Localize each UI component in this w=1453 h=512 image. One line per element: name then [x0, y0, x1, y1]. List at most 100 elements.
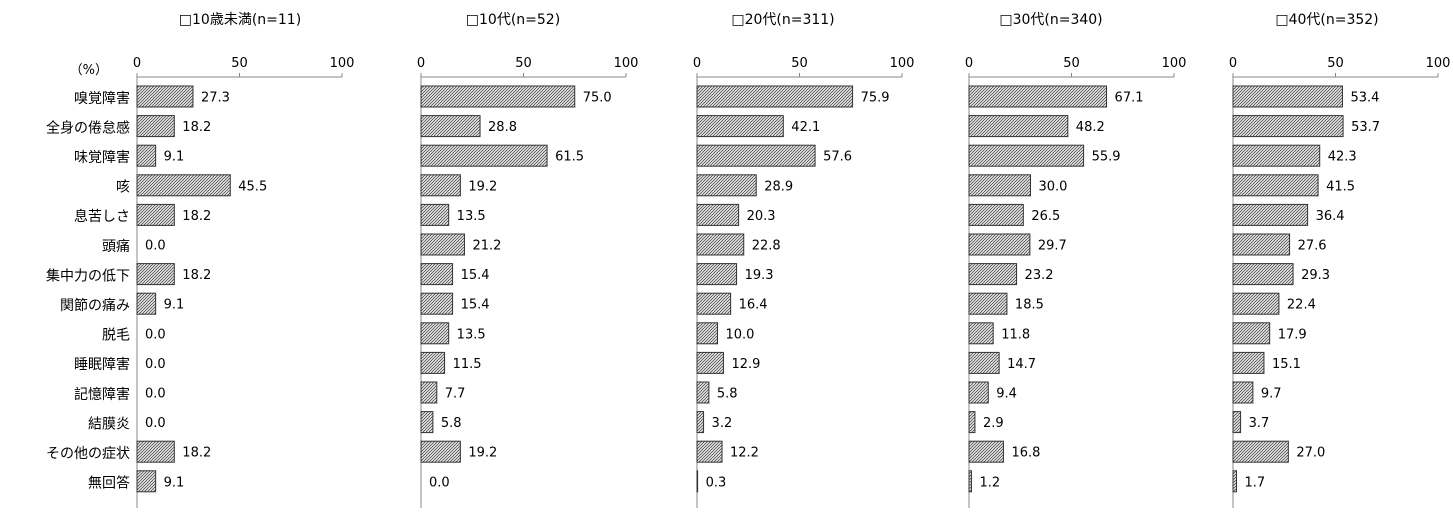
bar — [696, 381, 710, 404]
data-label: 41.5 — [1326, 179, 1355, 194]
bar — [1232, 203, 1309, 226]
data-label: 0.0 — [145, 239, 166, 254]
bar — [696, 351, 724, 374]
data-label: 42.1 — [791, 120, 820, 135]
x-tick-label: 0 — [417, 56, 425, 71]
data-label: 42.3 — [1328, 150, 1357, 165]
data-label: 3.7 — [1249, 416, 1270, 431]
bar — [420, 292, 454, 315]
bar — [1232, 322, 1271, 345]
category-label: 記憶障害 — [74, 386, 130, 403]
panel-title: □20代(n=311) — [731, 12, 834, 28]
data-label: 48.2 — [1076, 120, 1105, 135]
x-tick-label: 50 — [1063, 56, 1080, 71]
bar — [420, 203, 450, 226]
bar — [1232, 470, 1237, 493]
data-label: 15.4 — [461, 298, 490, 313]
bar — [420, 144, 548, 167]
data-label: 7.7 — [445, 387, 466, 402]
data-label: 0.0 — [145, 416, 166, 431]
bar — [1232, 263, 1294, 286]
category-label: 無回答 — [88, 475, 130, 492]
x-tick-label: 0 — [693, 56, 701, 71]
bar — [696, 115, 784, 138]
bar — [696, 440, 723, 463]
bar — [968, 351, 1000, 374]
category-label: 息苦しさ — [74, 208, 130, 225]
data-label: 11.8 — [1001, 327, 1030, 342]
category-label: 全身の倦怠感 — [46, 119, 130, 136]
data-label: 53.4 — [1350, 91, 1379, 106]
data-label: 22.8 — [752, 239, 781, 254]
data-label: 9.1 — [164, 475, 185, 490]
data-label: 36.4 — [1316, 209, 1345, 224]
data-label: 12.9 — [731, 357, 760, 372]
data-label: 19.3 — [745, 268, 774, 283]
data-label: 0.0 — [145, 327, 166, 342]
data-label: 18.2 — [182, 120, 211, 135]
bar — [968, 115, 1069, 138]
panel-title: □10代(n=52) — [466, 12, 560, 28]
data-label: 13.5 — [457, 327, 486, 342]
data-label: 61.5 — [555, 150, 584, 165]
bar — [1232, 174, 1319, 197]
data-label: 5.8 — [717, 387, 738, 402]
data-label: 16.8 — [1011, 446, 1040, 461]
x-tick-label: 50 — [231, 56, 248, 71]
category-label: 頭痛 — [102, 238, 130, 255]
bar — [696, 263, 738, 286]
bar — [968, 263, 1018, 286]
data-label: 28.9 — [764, 179, 793, 194]
bar — [136, 203, 175, 226]
bar — [420, 263, 454, 286]
bar — [136, 174, 231, 197]
data-label: 9.1 — [164, 298, 185, 313]
bar — [420, 233, 465, 256]
bar — [136, 115, 175, 138]
bar — [968, 144, 1085, 167]
data-label: 14.7 — [1007, 357, 1036, 372]
data-label: 67.1 — [1115, 91, 1144, 106]
category-label: 味覚障害 — [74, 150, 130, 166]
category-label: 関節の痛み — [60, 297, 130, 314]
data-label: 16.4 — [739, 298, 768, 313]
data-label: 29.7 — [1038, 239, 1067, 254]
bar — [136, 144, 157, 167]
data-label: 5.8 — [441, 416, 462, 431]
bar — [420, 440, 461, 463]
data-label: 10.0 — [726, 327, 755, 342]
bar — [420, 115, 481, 138]
bar — [968, 85, 1108, 108]
bar — [968, 440, 1004, 463]
panel-title: □30代(n=340) — [999, 12, 1102, 28]
data-label: 30.0 — [1039, 179, 1068, 194]
bar — [968, 411, 976, 434]
data-label: 20.3 — [747, 209, 776, 224]
bar — [1232, 351, 1265, 374]
bar — [696, 322, 718, 345]
category-label: その他の症状 — [46, 446, 130, 462]
data-label: 1.7 — [1244, 475, 1265, 490]
data-label: 2.9 — [983, 416, 1004, 431]
bar — [420, 351, 446, 374]
bar — [136, 263, 175, 286]
data-label: 57.6 — [823, 150, 852, 165]
bar — [696, 292, 732, 315]
data-label: 18.2 — [182, 268, 211, 283]
category-label: 睡眠障害 — [74, 357, 130, 373]
data-label: 13.5 — [457, 209, 486, 224]
bar — [420, 381, 438, 404]
bar — [420, 174, 461, 197]
x-tick-label: 50 — [515, 56, 532, 71]
bar — [696, 85, 854, 108]
bar — [1232, 440, 1289, 463]
data-label: 18.2 — [182, 209, 211, 224]
bar — [696, 203, 740, 226]
bar — [968, 381, 989, 404]
category-label: 咳 — [116, 180, 130, 196]
x-tick-label: 100 — [614, 56, 639, 71]
bar — [1232, 233, 1291, 256]
bar — [968, 174, 1031, 197]
